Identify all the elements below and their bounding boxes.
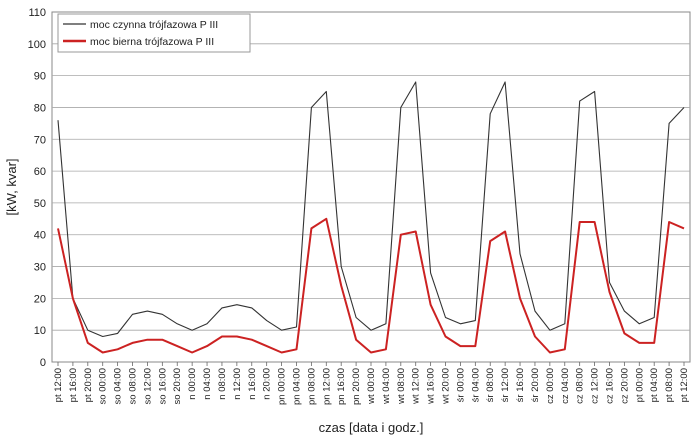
x-tick-label: cz 00:00 (545, 368, 556, 404)
x-tick-label: pt 04:00 (649, 368, 660, 402)
y-tick-label: 100 (28, 39, 46, 51)
x-tick-label: cz 08:00 (575, 368, 586, 404)
series-line-1 (57, 217, 685, 354)
x-tick-label: wt 20:00 (441, 368, 452, 405)
series-lines (57, 81, 685, 354)
x-tick-label: cz 20:00 (619, 368, 630, 404)
x-tick-label: pn 12:00 (321, 368, 332, 405)
x-tick-label: so 20:00 (172, 368, 183, 404)
y-tick-label: 0 (40, 357, 46, 369)
y-tick-labels: 0 10 20 30 40 50 60 70 80 90 100 110 (28, 7, 46, 369)
legend-label-1: moc bierna trójfazowa P III (90, 36, 214, 48)
x-tick-label: wt 16:00 (426, 368, 437, 405)
x-tick-label: wt 00:00 (366, 368, 377, 405)
x-tick-label: n 04:00 (202, 368, 213, 400)
legend-label-0: moc czynna trójfazowa P III (90, 19, 218, 31)
legend-box (57, 13, 251, 53)
x-tick-label: n 20:00 (262, 368, 273, 400)
x-tick-label: pt 12:00 (53, 368, 64, 402)
x-tick-label: n 08:00 (217, 368, 228, 400)
x-tick-label: pn 00:00 (277, 368, 288, 405)
x-tick-label: so 04:00 (113, 368, 124, 404)
y-tick-label: 30 (34, 262, 46, 274)
x-tick-label: pt 16:00 (68, 368, 79, 402)
x-tick-label: śr 12:00 (500, 368, 511, 402)
y-tick-label: 20 (34, 293, 46, 305)
x-tick-label: n 00:00 (187, 368, 198, 400)
x-tick-label: pn 20:00 (351, 368, 362, 405)
x-tick-label: pn 16:00 (336, 368, 347, 405)
x-tick-label: so 00:00 (98, 368, 109, 404)
grid-lines (52, 43, 690, 331)
x-tick-label: cz 12:00 (590, 368, 601, 404)
y-tick-label: 70 (34, 134, 46, 146)
y-tick-label: 10 (34, 325, 46, 337)
y-tick-label: 50 (34, 198, 46, 210)
y-tick-label: 40 (34, 230, 46, 242)
x-tick-label: wt 08:00 (396, 368, 407, 405)
series-line-0 (57, 81, 685, 338)
y-tick-label: 110 (28, 7, 46, 19)
x-tick-label: pt 12:00 (679, 368, 690, 402)
x-tick-label: so 08:00 (128, 368, 139, 404)
x-tick-label: śr 00:00 (455, 368, 466, 402)
x-tick-label: cz 04:00 (560, 368, 571, 404)
legend: moc czynna trójfazowa P III moc bierna t… (57, 13, 251, 53)
x-tick-label: so 12:00 (142, 368, 153, 404)
plot-area (51, 11, 691, 363)
x-axis-label: czas [data i godz.] (319, 420, 424, 435)
x-tick-label: n 16:00 (247, 368, 258, 400)
x-tick-label: śr 04:00 (470, 368, 481, 402)
x-tick-label: śr 08:00 (485, 368, 496, 402)
y-tick-label: 90 (34, 71, 46, 83)
x-tick-label: pt 00:00 (634, 368, 645, 402)
x-tick-label: śr 16:00 (515, 368, 526, 402)
x-tick-label: n 12:00 (232, 368, 243, 400)
x-tick-label: so 16:00 (157, 368, 168, 404)
x-tick-label: wt 04:00 (381, 368, 392, 405)
y-tick-label: 60 (34, 166, 46, 178)
x-tick-label: pn 08:00 (306, 368, 317, 405)
x-tick-label: wt 12:00 (411, 368, 422, 405)
x-tick-label: śr 20:00 (530, 368, 541, 402)
y-tick-label: 80 (34, 102, 46, 114)
x-tick-label: pt 08:00 (664, 368, 675, 402)
x-tick-labels: pt 12:00 pt 16:00 pt 20:00 so 00:00 so 04:00… (53, 362, 690, 405)
x-tick-label: pn 04:00 (291, 368, 302, 405)
x-tick-label: cz 16:00 (604, 368, 615, 404)
y-axis-label: [kW, kvar] (4, 158, 19, 215)
x-tick-label: pt 20:00 (83, 368, 94, 402)
